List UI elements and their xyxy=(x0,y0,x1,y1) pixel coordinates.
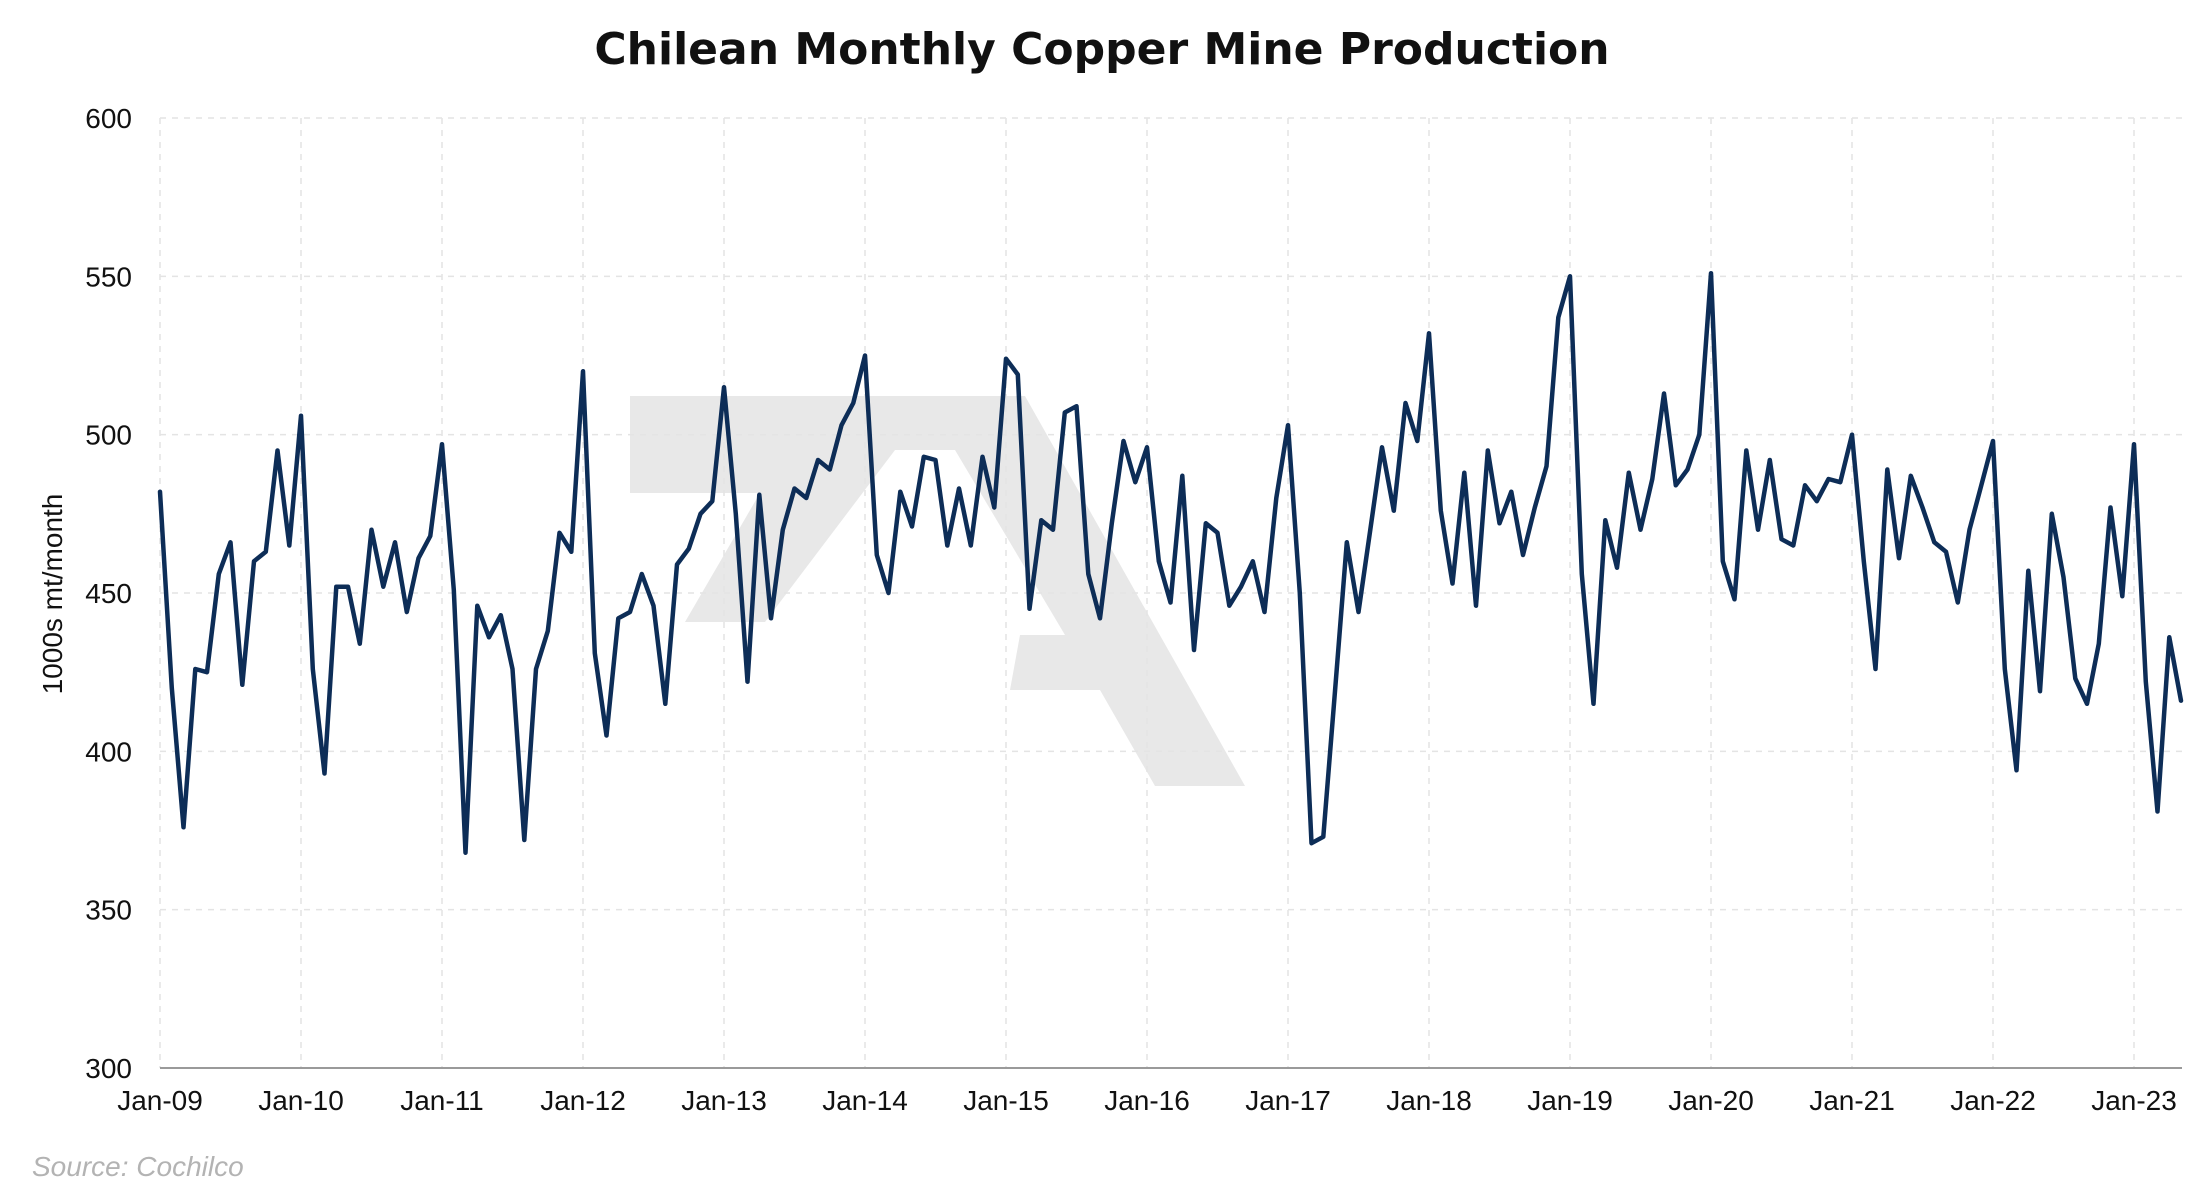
x-tick-label: Jan-12 xyxy=(540,1085,626,1116)
y-tick-labels: 300 350 400 450 500 550 600 xyxy=(85,103,132,1084)
x-tick-label: Jan-23 xyxy=(2091,1085,2177,1116)
x-tick-label: Jan-17 xyxy=(1245,1085,1331,1116)
y-axis-label: 1000s mt/month xyxy=(37,494,68,695)
chart-title: Chilean Monthly Copper Mine Production xyxy=(594,24,1609,75)
x-tick-label: Jan-09 xyxy=(117,1085,203,1116)
x-tick-label: Jan-16 xyxy=(1104,1085,1190,1116)
y-tick-label: 300 xyxy=(85,1053,132,1084)
x-tick-label: Jan-20 xyxy=(1668,1085,1754,1116)
y-tick-label: 600 xyxy=(85,103,132,134)
y-tick-label: 400 xyxy=(85,736,132,767)
x-tick-label: Jan-11 xyxy=(400,1085,484,1116)
x-tick-label: Jan-15 xyxy=(963,1085,1049,1116)
y-tick-label: 500 xyxy=(85,420,132,451)
x-tick-label: Jan-14 xyxy=(822,1085,908,1116)
x-tick-label: Jan-13 xyxy=(681,1085,767,1116)
y-tick-label: 550 xyxy=(85,261,132,292)
x-tick-label: Jan-22 xyxy=(1950,1085,2036,1116)
y-tick-label: 350 xyxy=(85,895,132,926)
watermark-logo xyxy=(630,396,1245,786)
x-tick-label: Jan-10 xyxy=(258,1085,344,1116)
x-tick-label: Jan-18 xyxy=(1386,1085,1472,1116)
series-layer xyxy=(157,270,2184,855)
gridlines xyxy=(159,117,2182,1069)
y-tick-label: 450 xyxy=(85,578,132,609)
x-tick-labels: Jan-09 Jan-10 Jan-11 Jan-12 Jan-13 Jan-14 Jan-… xyxy=(117,1085,2177,1116)
x-tick-label: Jan-21 xyxy=(1809,1085,1895,1116)
source-note: Source: Cochilco xyxy=(32,1151,244,1182)
x-tick-label: Jan-19 xyxy=(1527,1085,1613,1116)
series-line xyxy=(157,270,2184,855)
